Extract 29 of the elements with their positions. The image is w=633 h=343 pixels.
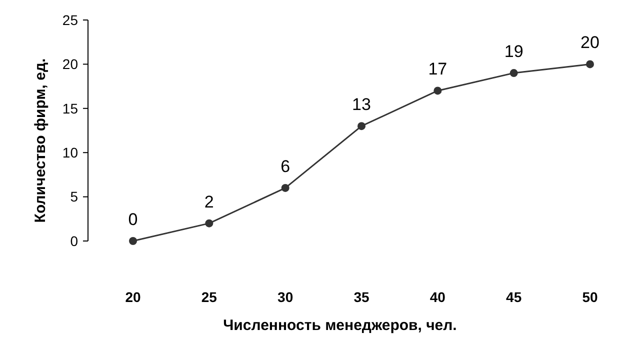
- y-tick-label: 0: [70, 232, 78, 249]
- data-label: 17: [428, 60, 448, 79]
- data-label: 13: [352, 95, 371, 114]
- data-label: 2: [204, 192, 214, 212]
- x-tick-label: 40: [430, 289, 446, 305]
- y-axis-title: Количество фирм, ед.: [32, 58, 49, 223]
- y-tick-label: 15: [62, 100, 78, 116]
- x-tick-label: 25: [201, 289, 218, 305]
- x-tick-label: 20: [125, 289, 141, 305]
- x-tick-label: 30: [278, 289, 294, 305]
- y-tick-label: 20: [62, 56, 78, 72]
- data-label: 20: [580, 33, 600, 52]
- y-tick-label: 25: [62, 12, 78, 28]
- y-tick-label: 10: [62, 144, 78, 160]
- x-tick-label: 50: [582, 289, 598, 305]
- x-tick-label: 35: [354, 289, 370, 305]
- data-label: 19: [504, 42, 524, 62]
- point: [434, 86, 442, 95]
- data-label: 6: [280, 156, 290, 176]
- x-tick-label: 45: [506, 289, 522, 305]
- point: [129, 237, 137, 245]
- point: [358, 122, 366, 130]
- point: [281, 184, 290, 192]
- point: [205, 219, 214, 228]
- y-tick-label: 5: [70, 188, 78, 205]
- x-axis-title: Численность менеджеров, чел.: [223, 317, 457, 334]
- point: [510, 69, 518, 78]
- data-label: 0: [128, 210, 138, 229]
- point: [586, 60, 594, 68]
